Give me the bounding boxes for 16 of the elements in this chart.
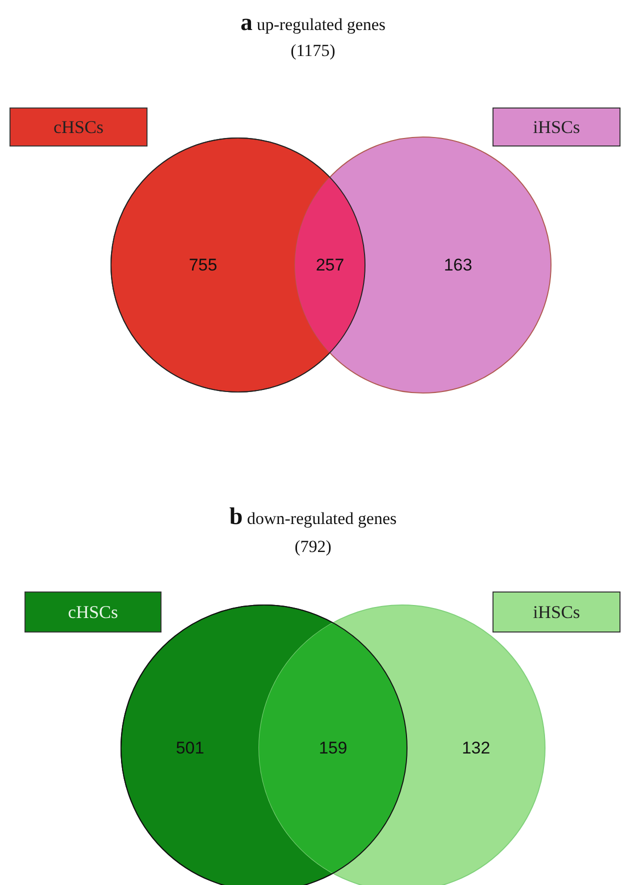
- text: a: [240, 10, 252, 36]
- category-label: iHSCs: [532, 117, 580, 137]
- data-label: 132: [462, 738, 490, 758]
- category-label: cHSCs: [68, 602, 118, 622]
- data-label: 163: [444, 256, 472, 274]
- data-label: 159: [318, 738, 348, 758]
- data-label: 755: [188, 256, 218, 274]
- text: up-regulated genes: [252, 15, 386, 34]
- data-label: 501: [176, 738, 204, 758]
- text: (792): [294, 537, 332, 556]
- category-label: iHSCs: [532, 602, 580, 622]
- category-label: cHSCs: [53, 117, 104, 137]
- text: down-regulated genes: [242, 509, 397, 528]
- text: (1175): [290, 41, 336, 60]
- data-label: 257: [316, 256, 344, 274]
- text: b: [229, 504, 243, 530]
